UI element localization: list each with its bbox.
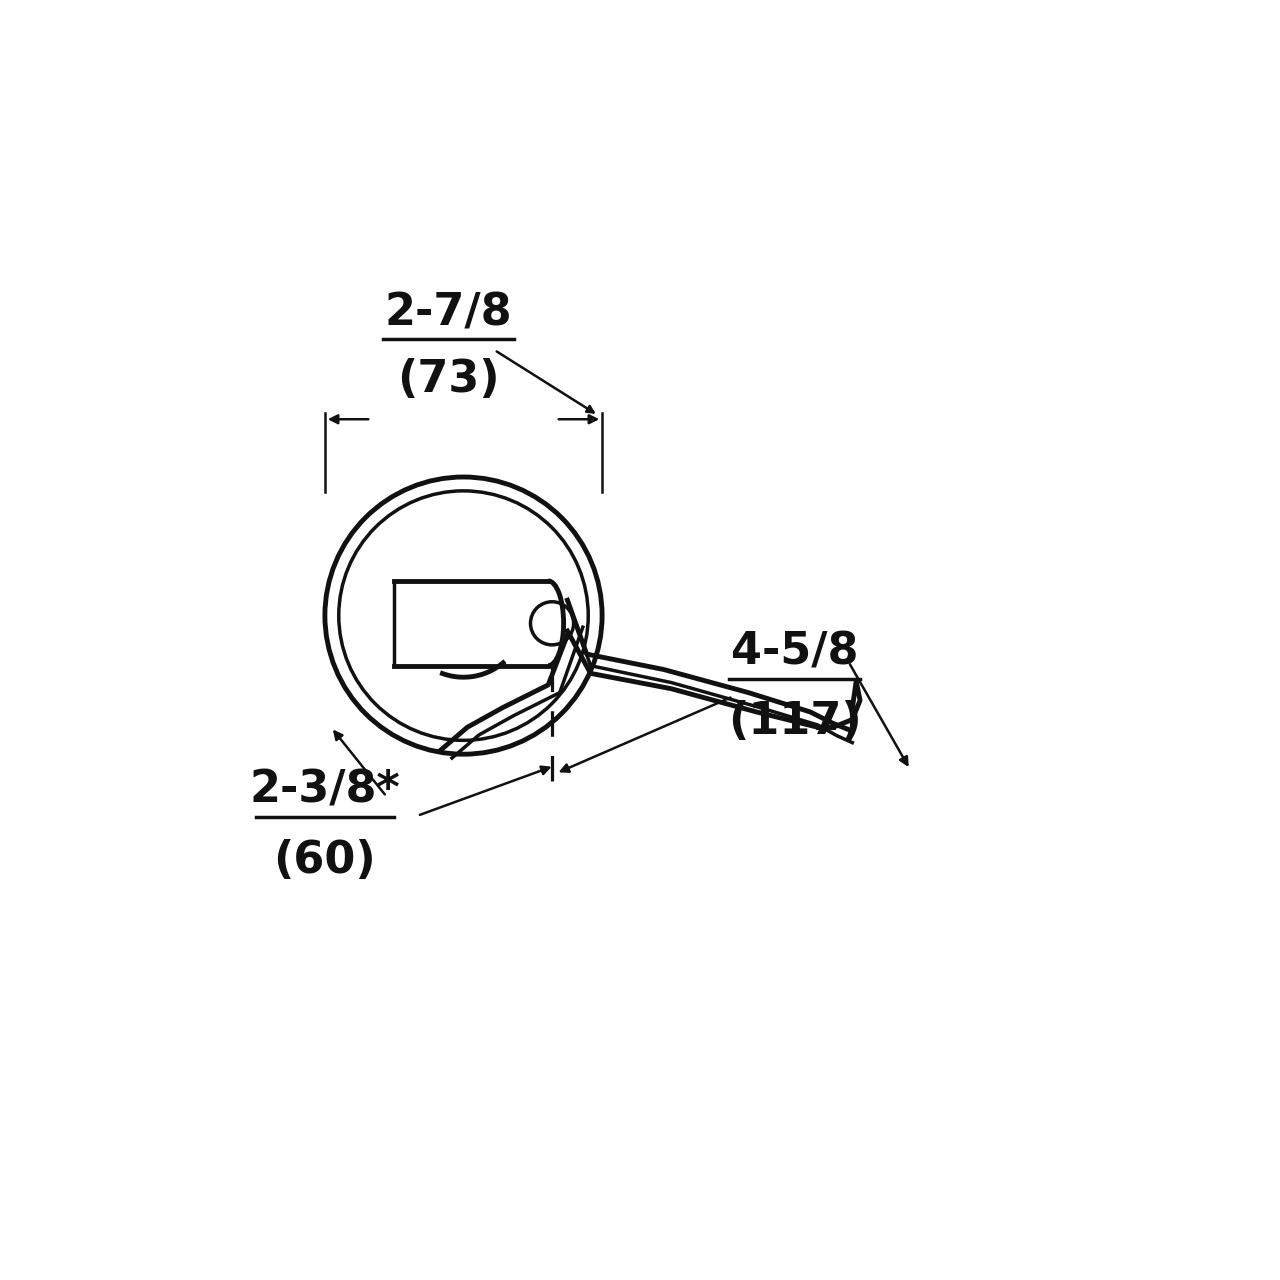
Text: (117): (117) bbox=[728, 700, 861, 744]
Text: 2-7/8: 2-7/8 bbox=[384, 292, 512, 334]
Text: (60): (60) bbox=[274, 838, 376, 882]
Text: 2-3/8*: 2-3/8* bbox=[250, 769, 401, 812]
Text: 4-5/8: 4-5/8 bbox=[731, 630, 859, 673]
Text: (73): (73) bbox=[397, 357, 499, 401]
